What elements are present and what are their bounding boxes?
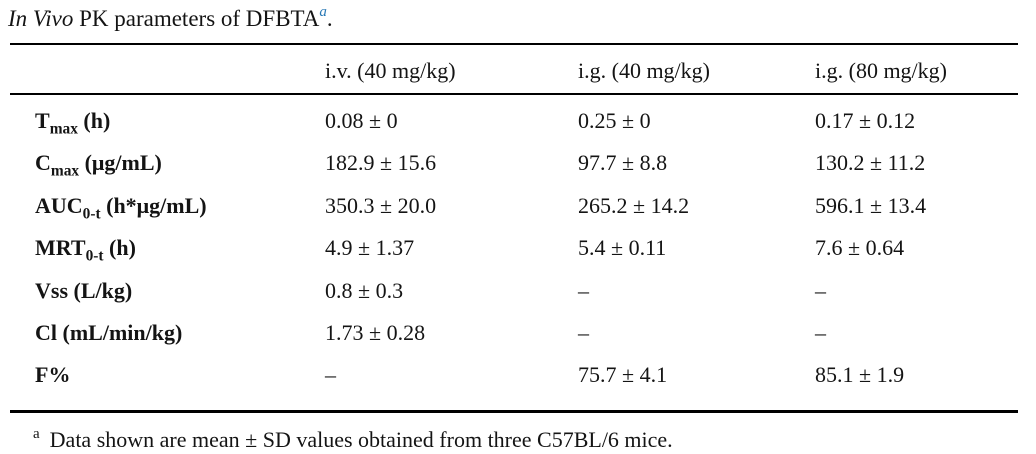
value-cell: 265.2 ± 14.2 [578, 192, 690, 218]
column-header-iv-40: i.v. (40 mg/kg) [325, 58, 456, 83]
table-row-cl: Cl (mL/min/kg) 1.73 ± 0.28 – – [10, 316, 1018, 358]
param-unit: (h*μg/mL) [100, 192, 207, 218]
value-cell: 85.1 ± 1.9 [815, 362, 905, 388]
table-row-mrt: MRT0-t (h) 4.9 ± 1.37 5.4 ± 0.11 7.6 ± 0… [10, 231, 1018, 273]
row-label-mrt: MRT0-t (h) [10, 231, 325, 273]
param-unit: (mL/min/kg) [57, 319, 183, 345]
table-row-auc: AUC0-t (h*μg/mL) 350.3 ± 20.0 265.2 ± 14… [10, 189, 1018, 231]
table-row-vss: Vss (L/kg) 0.8 ± 0.3 – – [10, 274, 1018, 316]
param-subscript: 0-t [85, 247, 104, 265]
value-cell: 7.6 ± 0.64 [815, 235, 905, 261]
param-unit: (L/kg) [68, 277, 133, 303]
param-name: T [35, 108, 50, 133]
value-cell: 4.9 ± 1.37 [325, 235, 415, 261]
param-name: AUC [35, 192, 83, 218]
footnote-text: Data shown are mean ± SD values obtained… [49, 426, 673, 452]
table-caption: In Vivo PK parameters of DFBTAa. [8, 4, 1020, 34]
value-cell: – [815, 319, 826, 345]
param-name: Cl [35, 319, 57, 345]
value-cell: 75.7 ± 4.1 [578, 362, 668, 388]
row-label-auc: AUC0-t (h*μg/mL) [10, 189, 325, 231]
row-label-cl: Cl (mL/min/kg) [10, 316, 325, 358]
caption-period: . [326, 6, 333, 31]
value-cell: – [578, 277, 589, 303]
value-cell: 0.8 ± 0.3 [325, 277, 404, 303]
value-cell: 182.9 ± 15.6 [325, 150, 437, 176]
column-header-ig-40: i.g. (40 mg/kg) [578, 58, 710, 83]
footnote: a Data shown are mean ± SD values obtaine… [33, 426, 1020, 454]
value-cell: 0.08 ± 0 [325, 108, 398, 133]
corner-cell [10, 44, 325, 94]
value-cell: 350.3 ± 20.0 [325, 192, 437, 218]
value-cell: 5.4 ± 0.11 [578, 235, 667, 261]
row-label-vss: Vss (L/kg) [10, 274, 325, 316]
row-label-f: F% [10, 358, 325, 411]
value-cell: 596.1 ± 13.4 [815, 192, 927, 218]
param-unit: (h) [77, 108, 111, 133]
table-row-cmax: Cmax (μg/mL) 182.9 ± 15.6 97.7 ± 8.8 130… [10, 146, 1018, 188]
page: In Vivo PK parameters of DFBTAa. i.v. (4… [8, 4, 1020, 454]
value-cell: 130.2 ± 11.2 [815, 150, 926, 176]
caption-footnote-marker-link[interactable]: a [319, 4, 327, 21]
value-cell: – [578, 319, 589, 345]
column-header-ig-80: i.g. (80 mg/kg) [815, 58, 947, 83]
caption-text: PK parameters of DFBTA [73, 6, 320, 31]
param-unit: (μg/mL) [79, 150, 162, 176]
value-cell: – [325, 362, 336, 388]
param-name: MRT [35, 235, 86, 261]
param-subscript: max [50, 162, 80, 180]
value-cell: 97.7 ± 8.8 [578, 150, 668, 176]
caption-italic-part: In Vivo [8, 6, 74, 31]
pk-parameters-table: i.v. (40 mg/kg) i.g. (40 mg/kg) i.g. (80… [10, 43, 1018, 413]
param-name: Vss [35, 277, 69, 303]
footnote-marker: a [33, 426, 40, 443]
param-unit: (h) [103, 235, 136, 261]
value-cell: 0.25 ± 0 [578, 108, 651, 133]
value-cell: 0.17 ± 0.12 [815, 108, 916, 133]
param-name: C [35, 150, 51, 176]
table-row-f: F% – 75.7 ± 4.1 85.1 ± 1.9 [10, 358, 1018, 411]
row-label-tmax: Tmax (h) [10, 94, 325, 146]
value-cell: 1.73 ± 0.28 [325, 319, 426, 345]
param-name: F% [35, 362, 71, 388]
param-subscript: 0-t [82, 205, 101, 223]
row-label-cmax: Cmax (μg/mL) [10, 146, 325, 188]
table-row-tmax: Tmax (h) 0.08 ± 0 0.25 ± 0 0.17 ± 0.12 [10, 94, 1018, 146]
header-row: i.v. (40 mg/kg) i.g. (40 mg/kg) i.g. (80… [10, 44, 1018, 94]
value-cell: – [815, 277, 826, 303]
param-subscript: max [49, 120, 78, 138]
